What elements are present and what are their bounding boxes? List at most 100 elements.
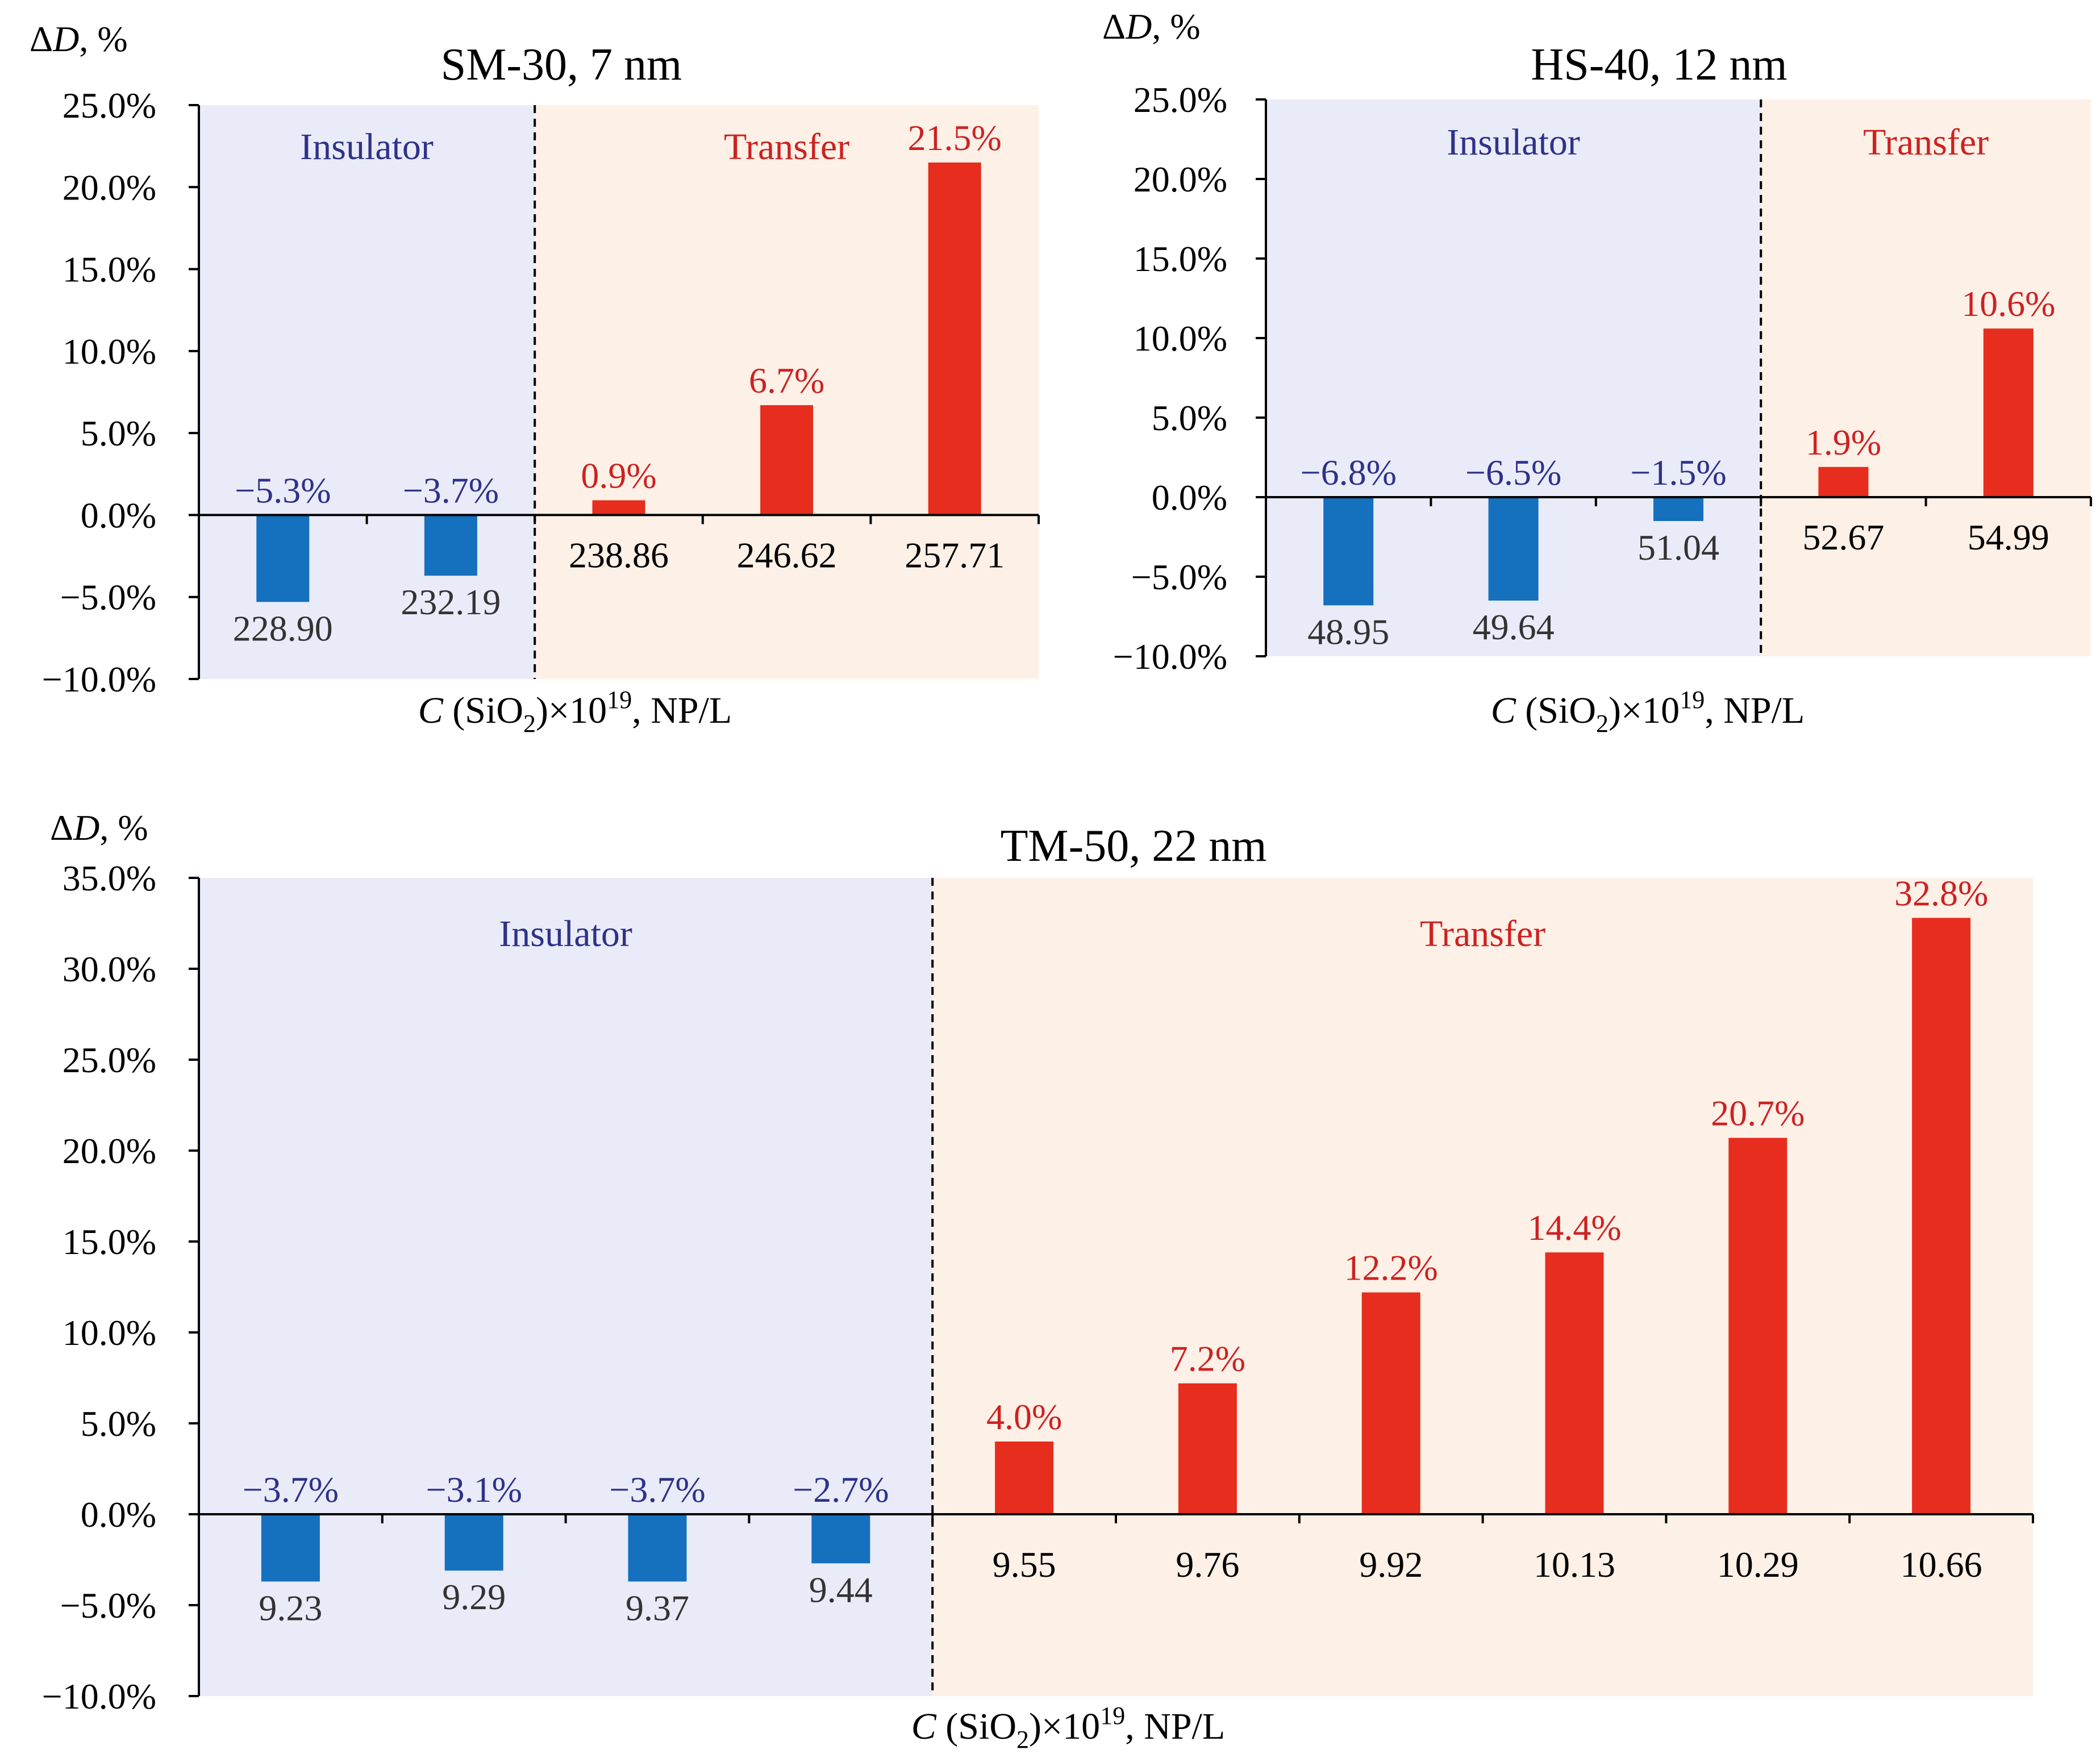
value-label: 21.5% — [908, 118, 1002, 158]
insulator-label: Insulator — [300, 126, 434, 168]
transfer-region — [1761, 99, 2091, 656]
category-label: 9.76 — [1176, 1544, 1239, 1585]
category-label: 52.67 — [1802, 517, 1884, 557]
transfer-label: Transfer — [1420, 913, 1545, 955]
value-label: 32.8% — [1894, 873, 1988, 913]
value-label: 6.7% — [749, 360, 824, 401]
value-label: 4.0% — [986, 1397, 1062, 1437]
transfer-region — [932, 878, 2033, 1696]
value-label: 10.6% — [1961, 284, 2055, 324]
value-label: 1.9% — [1806, 422, 1881, 463]
category-label: 48.95 — [1307, 611, 1389, 652]
x-label-post: , NP/L — [632, 690, 732, 731]
bar — [995, 1442, 1054, 1514]
bar — [444, 1514, 503, 1571]
category-label: 9.44 — [809, 1569, 873, 1610]
y-axis-label: ΔD, % — [30, 19, 128, 59]
value-label: 0.9% — [581, 455, 656, 495]
insulator-region — [199, 878, 933, 1696]
category-label: 9.29 — [442, 1577, 506, 1617]
x-label-var: C — [911, 1706, 937, 1747]
y-tick-label: 35.0% — [63, 858, 156, 898]
bar — [1912, 918, 1971, 1514]
y-label-delta: Δ — [1102, 6, 1126, 47]
chart-panel-2: Insulator Transfer −10.0% −5.0% 0.0% 5.0% 10.0… — [1102, 6, 2092, 738]
y-label-suffix: , % — [79, 19, 127, 59]
x-label-superscript: 19 — [607, 686, 632, 714]
y-tick-label: 10.0% — [63, 331, 156, 372]
value-label: −5.3% — [235, 470, 331, 510]
y-label-var: D — [73, 807, 99, 848]
insulator-region — [199, 105, 535, 679]
x-label-mid: )×10 — [1029, 1706, 1100, 1747]
value-label: −6.8% — [1300, 452, 1396, 493]
value-label: −6.5% — [1465, 452, 1561, 493]
bar — [1728, 1138, 1788, 1514]
category-label: 246.62 — [737, 535, 837, 575]
y-axis-label: ΔD, % — [50, 807, 148, 848]
bar — [760, 405, 814, 515]
value-label: −3.7% — [403, 470, 499, 510]
y-tick-label: 20.0% — [63, 167, 156, 207]
y-tick-label: −10.0% — [42, 1676, 156, 1717]
y-tick-label: −5.0% — [60, 1585, 156, 1626]
bar — [628, 1514, 687, 1582]
bar — [592, 500, 645, 515]
value-label: 12.2% — [1344, 1248, 1438, 1288]
value-label: 14.4% — [1527, 1207, 1621, 1248]
y-tick-label: −10.0% — [42, 659, 156, 699]
category-label: 257.71 — [905, 535, 1005, 575]
x-label-mid: )×10 — [1609, 690, 1680, 731]
y-tick-label: 15.0% — [63, 249, 156, 290]
y-label-delta: Δ — [50, 807, 73, 848]
y-tick-label: 15.0% — [63, 1222, 156, 1262]
value-label: 7.2% — [1170, 1339, 1245, 1379]
x-label-pre: (SiO — [443, 690, 523, 731]
category-label: 9.23 — [259, 1588, 322, 1628]
bar — [1323, 497, 1374, 606]
bar — [1818, 466, 1869, 497]
y-tick-label: −5.0% — [60, 577, 156, 618]
category-label: 54.99 — [1968, 517, 2049, 557]
x-label-superscript: 19 — [1680, 686, 1705, 714]
category-label: 10.66 — [1901, 1544, 1982, 1585]
bar — [1488, 497, 1539, 601]
bar — [424, 515, 477, 576]
category-label: 51.04 — [1638, 527, 1719, 568]
bar — [928, 163, 981, 515]
insulator-label: Insulator — [1447, 122, 1580, 163]
x-label-var: C — [418, 690, 444, 731]
x-label-pre: (SiO — [1516, 690, 1596, 731]
bar — [1361, 1292, 1420, 1514]
category-label: 9.37 — [626, 1588, 689, 1628]
category-label: 9.92 — [1359, 1544, 1423, 1585]
chart-title: TM-50, 22 nm — [1001, 821, 1267, 871]
y-tick-label: 0.0% — [81, 495, 156, 535]
y-tick-label: 5.0% — [81, 1403, 156, 1444]
y-tick-label: 25.0% — [63, 1040, 156, 1080]
y-tick-label: 15.0% — [1134, 239, 1227, 279]
chart-panel-1: Insulator Transfer −10.0% −5.0% 0.0% 5.0% 10.0… — [30, 19, 1040, 738]
y-tick-label: 25.0% — [63, 85, 156, 126]
category-label: 232.19 — [401, 582, 501, 622]
value-label: −3.7% — [243, 1469, 339, 1510]
x-label-superscript: 19 — [1100, 1702, 1125, 1730]
x-label-pre: (SiO — [936, 1706, 1016, 1747]
bar — [811, 1514, 870, 1564]
value-label: −3.7% — [609, 1469, 705, 1510]
category-label: 9.55 — [993, 1544, 1056, 1585]
bar — [261, 1514, 320, 1582]
insulator-label: Insulator — [499, 913, 632, 955]
chart-panel-3: Insulator Transfer −10.0% −5.0% 0.0% 5.0% 10.0… — [42, 807, 2034, 1753]
x-label-post: , NP/L — [1125, 1706, 1225, 1747]
category-label: 49.64 — [1473, 607, 1555, 647]
y-label-suffix: , % — [99, 807, 148, 848]
x-label-subscript: 2 — [1016, 1726, 1029, 1753]
y-tick-label: 25.0% — [1134, 80, 1227, 120]
x-axis-label: C (SiO2)×1019, NP/L — [911, 1702, 1225, 1753]
x-label-var: C — [1491, 690, 1516, 731]
y-tick-label: 10.0% — [1134, 318, 1227, 359]
y-label-suffix: , % — [1152, 6, 1200, 47]
value-label: 20.7% — [1711, 1093, 1805, 1134]
